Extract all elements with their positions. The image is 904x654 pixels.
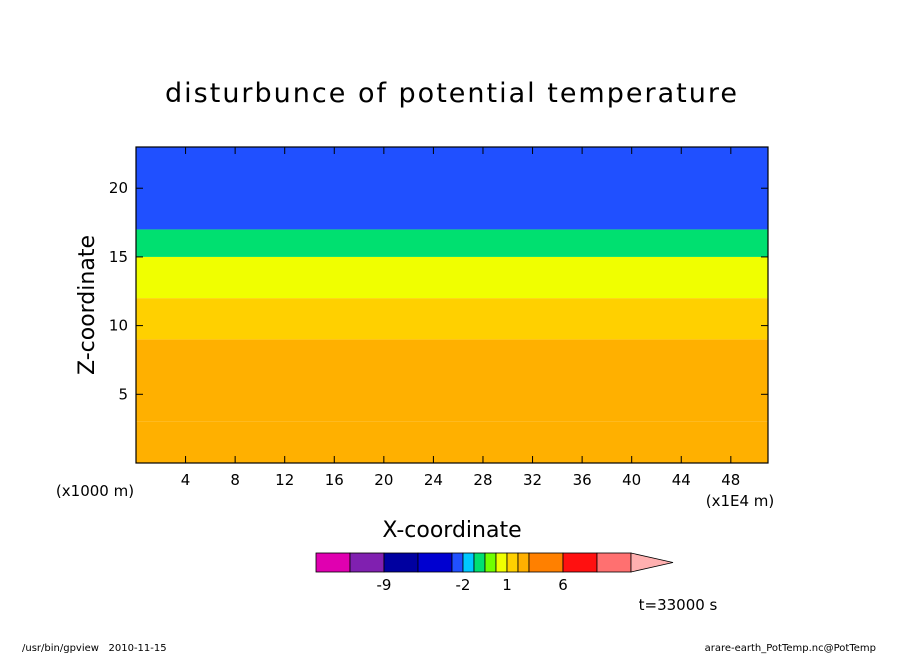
chart-title: disturbunce of potential temperature bbox=[165, 78, 739, 109]
x-tick-label: 20 bbox=[374, 471, 393, 489]
colorbar-bin bbox=[315, 552, 351, 573]
x-tick-label: 32 bbox=[523, 471, 542, 489]
y-axis-label: Z-coordinate bbox=[75, 235, 100, 375]
colorbar-bin bbox=[473, 552, 486, 573]
x-tick-label: 44 bbox=[672, 471, 691, 489]
colorbar-bin bbox=[495, 552, 508, 573]
x-unit-label: (x1000 m) bbox=[56, 482, 134, 500]
field-layer-3 bbox=[136, 256, 768, 299]
x-axis-label: X-coordinate bbox=[382, 518, 521, 543]
colorbar-bin bbox=[383, 552, 419, 573]
x-tick-label: 12 bbox=[275, 471, 294, 489]
x-scale-label: (x1E4 m) bbox=[706, 492, 775, 510]
colorbar-bin bbox=[517, 552, 530, 573]
x-tick-label: 36 bbox=[573, 471, 592, 489]
time-label: t=33000 s bbox=[639, 596, 718, 614]
colorbar-bin bbox=[630, 552, 674, 573]
colorbar-bin bbox=[462, 552, 475, 573]
colorbar-bin bbox=[528, 552, 564, 573]
colorbar-bin bbox=[562, 552, 598, 573]
colorbar-tick-label: -9 bbox=[377, 576, 392, 594]
y-tick-label: 10 bbox=[109, 317, 128, 335]
y-axis: 5 10 15 20 bbox=[109, 179, 768, 403]
plot-area bbox=[136, 147, 768, 463]
colorbar-bin bbox=[484, 552, 497, 573]
field-layer-2 bbox=[136, 298, 768, 340]
y-tick-label: 20 bbox=[109, 179, 128, 197]
footer-right: arare-earth_PotTemp.nc@PotTemp bbox=[705, 643, 876, 654]
colorbar-tick-label: 6 bbox=[558, 576, 568, 594]
colorbar-tick-label: 1 bbox=[502, 576, 512, 594]
colorbar-labels: -9 -2 1 6 bbox=[377, 576, 568, 594]
y-tick-label: 15 bbox=[109, 248, 128, 266]
field-layer-5 bbox=[136, 147, 768, 230]
x-tick-label: 28 bbox=[473, 471, 492, 489]
x-tick-label: 40 bbox=[622, 471, 641, 489]
x-tick-label: 16 bbox=[325, 471, 344, 489]
x-tick-label: 8 bbox=[230, 471, 240, 489]
x-tick-label: 24 bbox=[424, 471, 443, 489]
footer-left: /usr/bin/gpview 2010-11-15 bbox=[22, 643, 167, 654]
colorbar-bin bbox=[417, 552, 453, 573]
y-tick-label: 5 bbox=[118, 385, 128, 403]
x-axis: 4 8 12 16 20 24 28 32 36 40 44 48 bbox=[181, 147, 740, 489]
colorbar bbox=[315, 552, 674, 573]
field-layer-1 bbox=[136, 339, 768, 422]
colorbar-bin bbox=[506, 552, 519, 573]
plot-frame bbox=[135, 146, 769, 464]
colorbar-tick-label: -2 bbox=[456, 576, 471, 594]
x-tick-label: 48 bbox=[721, 471, 740, 489]
x-tick-label: 4 bbox=[181, 471, 191, 489]
colorbar-bin bbox=[349, 552, 385, 573]
field-layer-0 bbox=[136, 421, 768, 463]
field-layer-4 bbox=[136, 229, 768, 257]
colorbar-bin bbox=[596, 552, 632, 573]
colorbar-bin bbox=[451, 552, 464, 573]
